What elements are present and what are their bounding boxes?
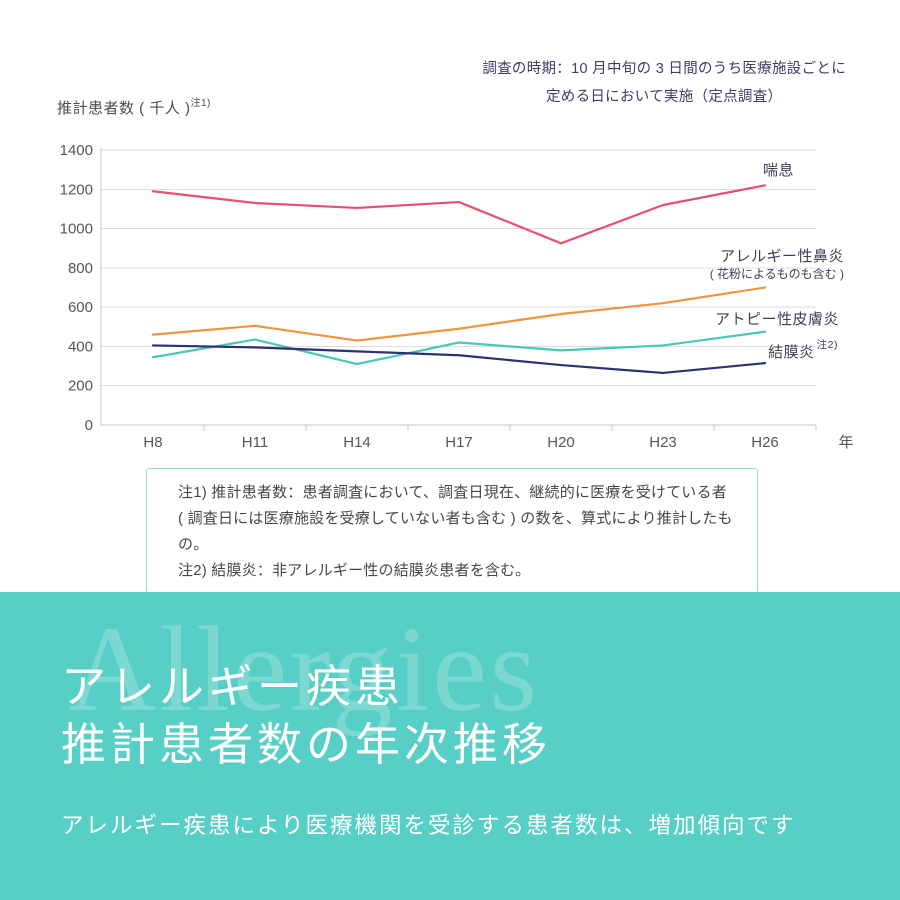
series-label-conjunctivitis-text: 結膜炎 [768, 344, 815, 361]
y-tick-label: 400 [68, 338, 93, 355]
watermark-text: Allergies [68, 602, 540, 737]
series-label-allergic-rhinitis-text: アレルギー性鼻炎 [719, 248, 844, 265]
x-tick-label: H11 [242, 434, 268, 451]
y-tick-label: 1400 [60, 142, 93, 159]
page-title: アレルギー疾患 推計患者数の年次推移 [61, 658, 551, 774]
x-tick-label: H26 [751, 434, 779, 451]
x-tick-label: H8 [143, 434, 162, 451]
y-tick-label: 1000 [60, 221, 93, 238]
footnote-line3: 注2) 結膜炎：非アレルギー性の結膜炎患者を含む。 [178, 561, 531, 579]
x-axis-unit-label: 年 [838, 434, 853, 451]
footnotes-box: 注1) 推計患者数：患者調査において、調査日現在、継続的に医療を受けている者 (… [146, 468, 758, 597]
series-label-asthma-text: 喘息 [763, 162, 795, 179]
y-tick-label: 800 [68, 260, 93, 277]
y-axis-title: 推計患者数 ( 千人 )注1) [57, 95, 211, 118]
series-line-atopic-dermatitis [151, 330, 767, 366]
x-tick-label: H20 [547, 434, 575, 451]
y-tick-label: 0 [85, 417, 93, 434]
series-label-atopic-dermatitis: アトピー性皮膚炎 [715, 311, 839, 329]
series-label-conjunctivitis: 結膜炎 注2) [768, 339, 838, 362]
series-label-asthma: 喘息 [763, 162, 794, 180]
survey-note-line1: 調査の時期：10 月中旬の 3 日間のうち医療施設ごとに [482, 61, 846, 77]
page-title-line1: アレルギー疾患 [61, 662, 405, 712]
page-title-line2: 推計患者数の年次推移 [61, 720, 552, 771]
y-axis-title-note: 注1) [190, 98, 211, 109]
series-label-conjunctivitis-note: 注2) [816, 339, 838, 351]
footnote-line2: ( 調査日には医療施設を受療していない者も含む ) の数を、算式により推計したも… [178, 509, 733, 553]
y-tick-label: 600 [68, 299, 93, 316]
survey-note-line2: 定める日において実施（定点調査） [545, 88, 783, 105]
series-label-allergic-rhinitis-sub: ( 花粉によるものも含む ) [709, 267, 844, 281]
series-line-allergic-rhinitis [151, 286, 767, 342]
x-tick-label: H14 [343, 434, 371, 451]
y-axis-title-text: 推計患者数 ( 千人 ) [57, 100, 191, 117]
series-line-asthma [151, 184, 767, 245]
series-line-conjunctivitis [151, 344, 767, 375]
footer-section: Allergies アレルギー疾患 推計患者数の年次推移 アレルギー疾患により医… [0, 592, 900, 900]
series-label-allergic-rhinitis: アレルギー性鼻炎 ( 花粉によるものも含む ) [710, 248, 844, 281]
footnote-line1: 注1) 推計患者数：患者調査において、調査日現在、継続的に医療を受けている者 [178, 484, 727, 501]
y-tick-label: 200 [68, 378, 93, 395]
page-subtitle: アレルギー疾患により医療機関を受診する患者数は、増加傾向です [61, 813, 796, 838]
x-tick-label: H23 [649, 434, 677, 451]
chart-svg: 0 200 400 600 800 1000 1200 1400 H8 H11 H14 H17 H20 H… [60, 142, 854, 451]
survey-period-note: 調査の時期：10 月中旬の 3 日間のうち医療施設ごとに 定める日において実施（… [482, 56, 846, 111]
x-tick-label: H17 [445, 434, 473, 451]
y-tick-label: 1200 [60, 181, 93, 198]
series-label-atopic-dermatitis-text: アトピー性皮膚炎 [714, 311, 839, 328]
